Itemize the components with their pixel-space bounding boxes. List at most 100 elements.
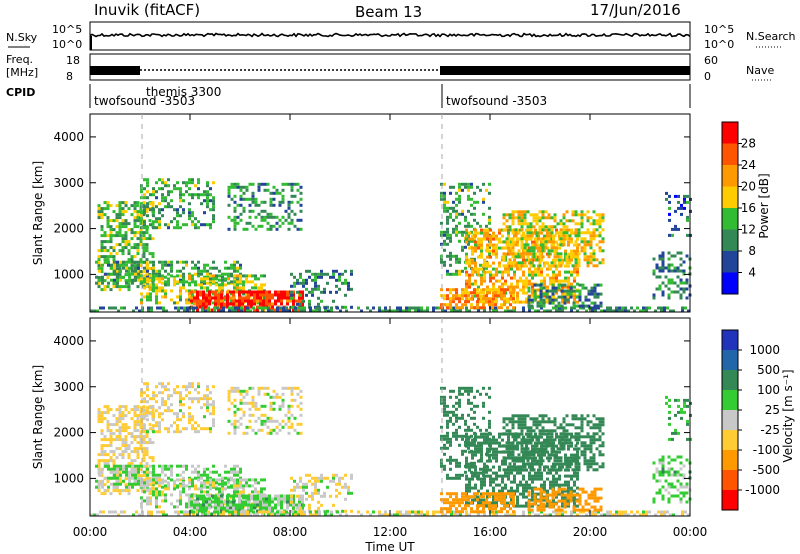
power-cell [211, 296, 214, 300]
colorbar-swatch [722, 122, 738, 144]
power-cell [266, 227, 270, 231]
velocity-cell [133, 426, 137, 430]
power-cell [238, 299, 241, 303]
velocity-cell [139, 441, 143, 445]
velocity-cell [115, 474, 119, 478]
power-cell [164, 289, 167, 293]
power-cell [479, 188, 482, 192]
velocity-cell [194, 476, 197, 480]
velocity-cell [146, 388, 149, 392]
power-cell [185, 301, 188, 305]
power-cell [134, 272, 137, 276]
power-cell [461, 288, 464, 292]
power-cell [143, 211, 146, 215]
power-cell [558, 261, 561, 265]
power-cell [541, 213, 545, 217]
power-cell [124, 273, 128, 277]
date-title: 17/Jun/2016 [590, 1, 681, 19]
power-cell [230, 263, 233, 267]
power-cell [274, 308, 277, 312]
power-cell [146, 263, 149, 267]
power-cell [598, 246, 602, 250]
velocity-cell [335, 473, 338, 477]
power-cell [513, 285, 516, 289]
power-cell [533, 283, 537, 287]
colorbar-tick-label: 12 [741, 223, 756, 237]
power-cell [485, 297, 488, 301]
power-cell [195, 306, 198, 310]
power-cell [455, 254, 458, 258]
power-cell [673, 281, 677, 285]
velocity-cell [326, 476, 329, 480]
velocity-cell [132, 513, 135, 517]
power-cell [443, 248, 446, 252]
power-cell [474, 243, 477, 247]
velocity-cell [480, 441, 483, 445]
power-cell [218, 278, 221, 282]
power-cell [124, 243, 128, 247]
velocity-cell [443, 410, 446, 414]
power-cell [551, 298, 555, 302]
velocity-cell [226, 497, 229, 501]
velocity-cell [474, 438, 477, 442]
power-cell [517, 237, 521, 241]
power-cell [423, 309, 426, 313]
velocity-cell [636, 510, 639, 514]
power-cell [266, 215, 270, 219]
velocity-cell [248, 407, 252, 411]
velocity-cell [467, 413, 470, 417]
velocity-cell [329, 479, 332, 483]
power-y-label: Slant Range [km] [31, 161, 45, 265]
power-cell [200, 283, 203, 287]
cpid-label: CPID [6, 86, 35, 99]
power-cell [235, 290, 238, 294]
power-cell [234, 309, 237, 313]
power-cell [480, 237, 483, 241]
velocity-cell [149, 412, 152, 416]
power-cell [686, 215, 689, 219]
velocity-cell [188, 415, 191, 419]
velocity-cell [468, 489, 471, 493]
velocity-cell [209, 403, 212, 407]
velocity-cell [275, 395, 279, 399]
velocity-cell [293, 485, 296, 489]
velocity-cell [101, 482, 104, 486]
power-cell [161, 187, 164, 191]
velocity-cell [194, 484, 197, 488]
power-cell [559, 240, 563, 244]
power-cell [486, 264, 489, 268]
power-cell [239, 194, 243, 198]
power-cell [529, 246, 533, 250]
power-cell [239, 286, 242, 290]
power-cell [449, 233, 452, 237]
power-cell [486, 246, 489, 250]
power-cell [146, 205, 149, 209]
power-cell [254, 227, 258, 231]
power-cell [164, 283, 167, 287]
power-cell [208, 290, 211, 294]
velocity-cell [200, 476, 203, 480]
velocity-cell [261, 510, 264, 514]
power-cell [253, 293, 256, 297]
velocity-cell [464, 386, 467, 390]
power-cell [239, 274, 242, 278]
power-cell [492, 291, 495, 295]
power-cell [461, 245, 464, 249]
velocity-cell [155, 490, 158, 494]
power-cell [206, 181, 209, 185]
velocity-cell [122, 467, 125, 471]
velocity-cell [263, 487, 266, 491]
velocity-cell [199, 503, 202, 507]
power-cell [648, 306, 651, 310]
velocity-cell [244, 494, 247, 498]
velocity-cell [260, 419, 264, 423]
velocity-cell [212, 400, 215, 404]
power-cell [146, 275, 149, 279]
velocity-cell [203, 403, 206, 407]
power-cell [278, 224, 282, 228]
velocity-cell [205, 500, 208, 504]
power-cell [341, 305, 344, 309]
power-cell [452, 206, 455, 210]
power-cell [121, 249, 125, 253]
power-cell [470, 224, 473, 228]
